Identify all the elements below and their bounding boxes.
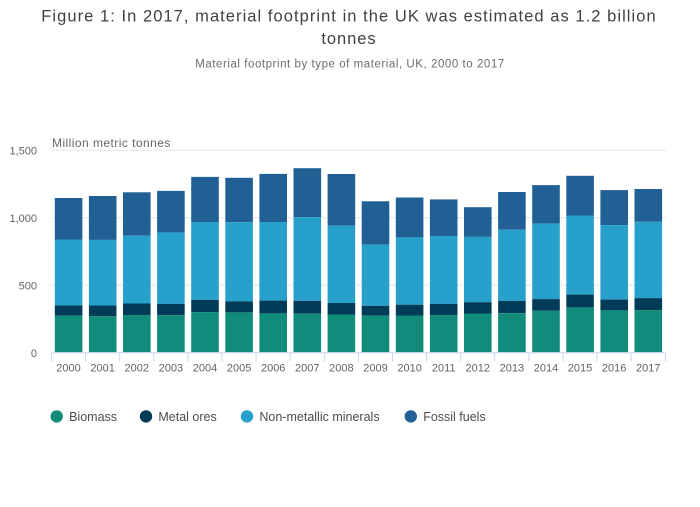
- svg-text:2012: 2012: [466, 363, 490, 375]
- svg-text:2014: 2014: [534, 363, 558, 375]
- svg-text:2003: 2003: [159, 363, 183, 375]
- svg-text:2011: 2011: [432, 363, 456, 375]
- svg-text:1,500: 1,500: [9, 146, 37, 158]
- svg-text:Million metric tonnes: Million metric tonnes: [52, 136, 171, 150]
- svg-text:2001: 2001: [90, 363, 114, 375]
- svg-text:2002: 2002: [125, 363, 149, 375]
- svg-text:2008: 2008: [329, 363, 353, 375]
- svg-text:Metal ores: Metal ores: [158, 410, 216, 424]
- svg-text:tonnes: tonnes: [321, 30, 376, 48]
- svg-text:Non-metallic minerals: Non-metallic minerals: [259, 410, 379, 424]
- svg-text:1,000: 1,000: [9, 213, 37, 225]
- svg-text:2017: 2017: [636, 363, 660, 375]
- svg-text:2005: 2005: [227, 363, 251, 375]
- svg-text:Fossil fuels: Fossil fuels: [423, 410, 486, 424]
- svg-text:2016: 2016: [602, 363, 626, 375]
- svg-text:0: 0: [31, 348, 37, 360]
- svg-text:2009: 2009: [363, 363, 387, 375]
- svg-text:2006: 2006: [261, 363, 285, 375]
- svg-text:2000: 2000: [56, 363, 80, 375]
- svg-text:Biomass: Biomass: [69, 410, 117, 424]
- svg-text:2007: 2007: [295, 363, 319, 375]
- svg-text:2015: 2015: [568, 363, 592, 375]
- svg-text:Figure 1: In 2017, material fo: Figure 1: In 2017, material footprint in…: [41, 8, 656, 26]
- svg-text:2013: 2013: [500, 363, 524, 375]
- svg-text:500: 500: [19, 281, 37, 293]
- svg-text:2010: 2010: [397, 363, 421, 375]
- svg-text:2004: 2004: [193, 363, 217, 375]
- svg-text:Material footprint by type of: Material footprint by type of material, …: [195, 59, 505, 71]
